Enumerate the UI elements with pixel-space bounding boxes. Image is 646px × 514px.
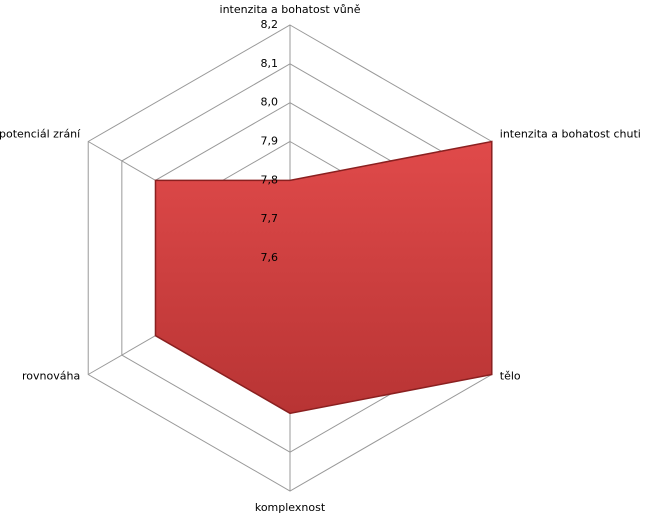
r-tick-label: 8,2 xyxy=(261,18,279,31)
r-tick-label: 7,8 xyxy=(261,173,279,186)
r-tick-label: 7,6 xyxy=(261,251,279,264)
category-label: intenzita a bohatost chuti xyxy=(500,128,641,141)
data-area xyxy=(154,140,493,415)
r-tick-label: 7,9 xyxy=(261,135,279,148)
r-tick-label: 8,0 xyxy=(261,96,279,109)
r-tick-label: 7,7 xyxy=(261,212,279,225)
category-label: tělo xyxy=(500,370,521,383)
category-label: komplexnost xyxy=(255,501,326,514)
category-label: intenzita a bohatost vůně xyxy=(220,3,361,16)
category-label: rovnováha xyxy=(22,370,80,383)
category-label: potenciál zrání xyxy=(0,128,81,141)
r-tick-label: 8,1 xyxy=(261,57,279,70)
